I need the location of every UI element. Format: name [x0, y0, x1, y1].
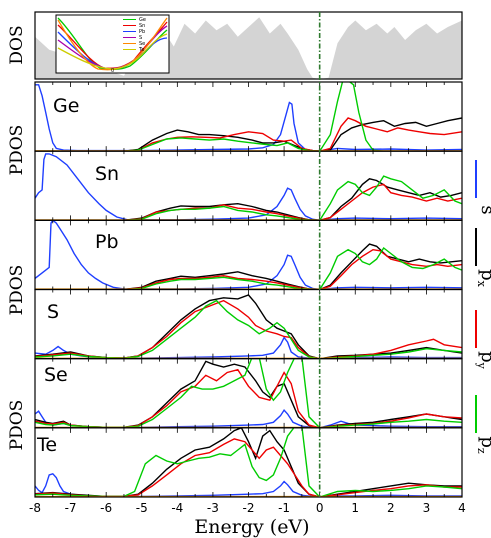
pdos-panel-pb: Pb — [34, 219, 463, 291]
inset-legend-label: S — [139, 35, 142, 41]
x-tick-label: -5 — [136, 501, 148, 515]
series-px-line — [35, 294, 462, 359]
x-tick-label: -2 — [243, 501, 255, 515]
panel-label: S — [47, 301, 59, 323]
pdos-axis-label: PDOS — [7, 400, 27, 451]
pdos-panel-ge: Ge — [34, 81, 463, 152]
x-tick-label: -7 — [65, 501, 77, 515]
inset-tick-label: 0 — [111, 68, 114, 74]
orbital-legend-subscript: x — [475, 281, 488, 288]
inset-legend-label: Pb — [139, 29, 145, 35]
series-px-line — [35, 178, 462, 221]
x-tick-label: -1 — [278, 501, 290, 515]
panel-label: Se — [44, 364, 68, 386]
orbital-legend-subscript: y — [475, 362, 488, 370]
series-px-line — [35, 427, 462, 498]
dos-axis-label: DOS — [7, 25, 27, 64]
inset-legend-label: Te — [138, 47, 144, 53]
x-tick-label: 4 — [458, 501, 466, 515]
x-tick-label: 0 — [316, 501, 324, 515]
pdos-axis-label: PDOS — [7, 265, 27, 316]
dos-frame — [34, 11, 463, 80]
x-tick-label: 1 — [351, 501, 359, 515]
series-py-line — [35, 248, 462, 290]
series-pz-line — [35, 82, 462, 152]
panel-label: Ge — [53, 95, 79, 117]
orbital-legend-label: pz — [475, 436, 491, 454]
panel-frame — [34, 81, 463, 152]
series-py-line — [35, 438, 462, 498]
series-py-line — [35, 299, 462, 359]
x-tick-label: -8 — [29, 501, 41, 515]
pdos-axis-labels: PDOS PDOS PDOS — [7, 125, 27, 451]
orbital-legend-label: s — [477, 205, 491, 214]
orbital-legend-label: py — [475, 351, 491, 370]
inset-legend-label: Sn — [139, 23, 145, 29]
inset-curve — [57, 33, 168, 70]
series-pz-line — [35, 427, 462, 498]
pdos-panel-s: S — [34, 288, 463, 360]
x-tick-label: 3 — [423, 501, 431, 515]
panel-label: Pb — [95, 231, 119, 253]
series-s-line — [35, 84, 462, 152]
x-tick-label: 2 — [387, 501, 395, 515]
pdos-panel-se: Se — [34, 358, 463, 429]
pdos-panel-sn: Sn — [34, 150, 463, 221]
pdos-axis-label: PDOS — [7, 125, 27, 176]
x-tick-label: -3 — [207, 501, 219, 515]
series-pz-line — [35, 358, 462, 428]
x-tick-label: -4 — [171, 501, 183, 515]
panel-frame — [34, 427, 463, 498]
inset-legend-label: Ge — [139, 17, 146, 23]
inset-frame — [55, 14, 170, 74]
orbital-legend-label: px — [475, 269, 491, 288]
x-tick-labels: -8 -7 -6 -5 -4 -3 -2 -1 0 1 2 3 4 — [29, 501, 466, 515]
orbital-legend: s px py pz — [475, 160, 491, 454]
orbital-legend-subscript: z — [475, 448, 488, 454]
series-px-line — [35, 360, 462, 428]
series-pz-line — [35, 299, 462, 359]
panel-frame — [34, 358, 463, 429]
series-pz-line — [35, 246, 462, 290]
pdos-panel-te: Te — [34, 427, 463, 498]
x-axis-label: Energy (eV) — [194, 516, 309, 538]
panel-label: Sn — [95, 163, 119, 185]
panel-frame — [34, 150, 463, 221]
pdos-panels: Ge Sn Pb S Se Te — [34, 81, 463, 498]
inset-legend-label: Se — [139, 41, 145, 47]
panel-label: Te — [36, 434, 57, 456]
x-tick-label: -6 — [100, 501, 112, 515]
